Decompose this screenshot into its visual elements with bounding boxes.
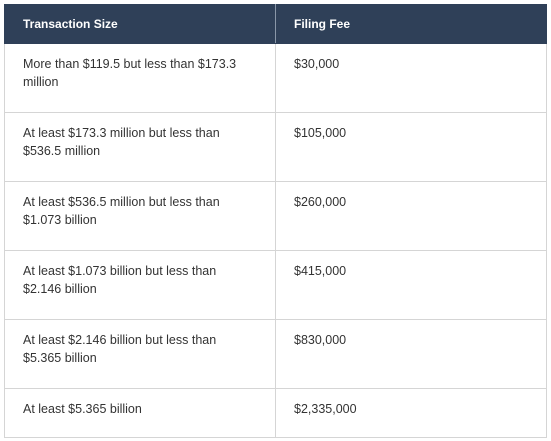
filing-fee-cell: $105,000 xyxy=(275,112,547,182)
transaction-size-cell: At least $2.146 billion but less than $5… xyxy=(4,319,276,389)
table-row: More than $119.5 but less than $173.3 mi… xyxy=(4,43,547,113)
header-filing-fee: Filing Fee xyxy=(275,4,547,44)
filing-fee-table: Transaction Size Filing Fee More than $1… xyxy=(4,4,547,438)
table-row: At least $5.365 billion $2,335,000 xyxy=(4,388,547,438)
header-transaction-size: Transaction Size xyxy=(4,4,276,44)
table-row: At least $1.073 billion but less than $2… xyxy=(4,250,547,320)
header-row: Transaction Size Filing Fee xyxy=(4,4,547,44)
table-row: At least $173.3 million but less than $5… xyxy=(4,112,547,182)
filing-fee-cell: $2,335,000 xyxy=(275,388,547,438)
transaction-size-cell: At least $5.365 billion xyxy=(4,388,276,438)
transaction-size-cell: More than $119.5 but less than $173.3 mi… xyxy=(4,43,276,113)
filing-fee-cell: $260,000 xyxy=(275,181,547,251)
filing-fee-cell: $830,000 xyxy=(275,319,547,389)
table-body: More than $119.5 but less than $173.3 mi… xyxy=(4,43,547,438)
filing-fee-cell: $30,000 xyxy=(275,43,547,113)
filing-fee-cell: $415,000 xyxy=(275,250,547,320)
table-row: At least $2.146 billion but less than $5… xyxy=(4,319,547,389)
transaction-size-cell: At least $1.073 billion but less than $2… xyxy=(4,250,276,320)
transaction-size-cell: At least $536.5 million but less than $1… xyxy=(4,181,276,251)
transaction-size-cell: At least $173.3 million but less than $5… xyxy=(4,112,276,182)
table-header: Transaction Size Filing Fee xyxy=(4,4,547,44)
table-row: At least $536.5 million but less than $1… xyxy=(4,181,547,251)
